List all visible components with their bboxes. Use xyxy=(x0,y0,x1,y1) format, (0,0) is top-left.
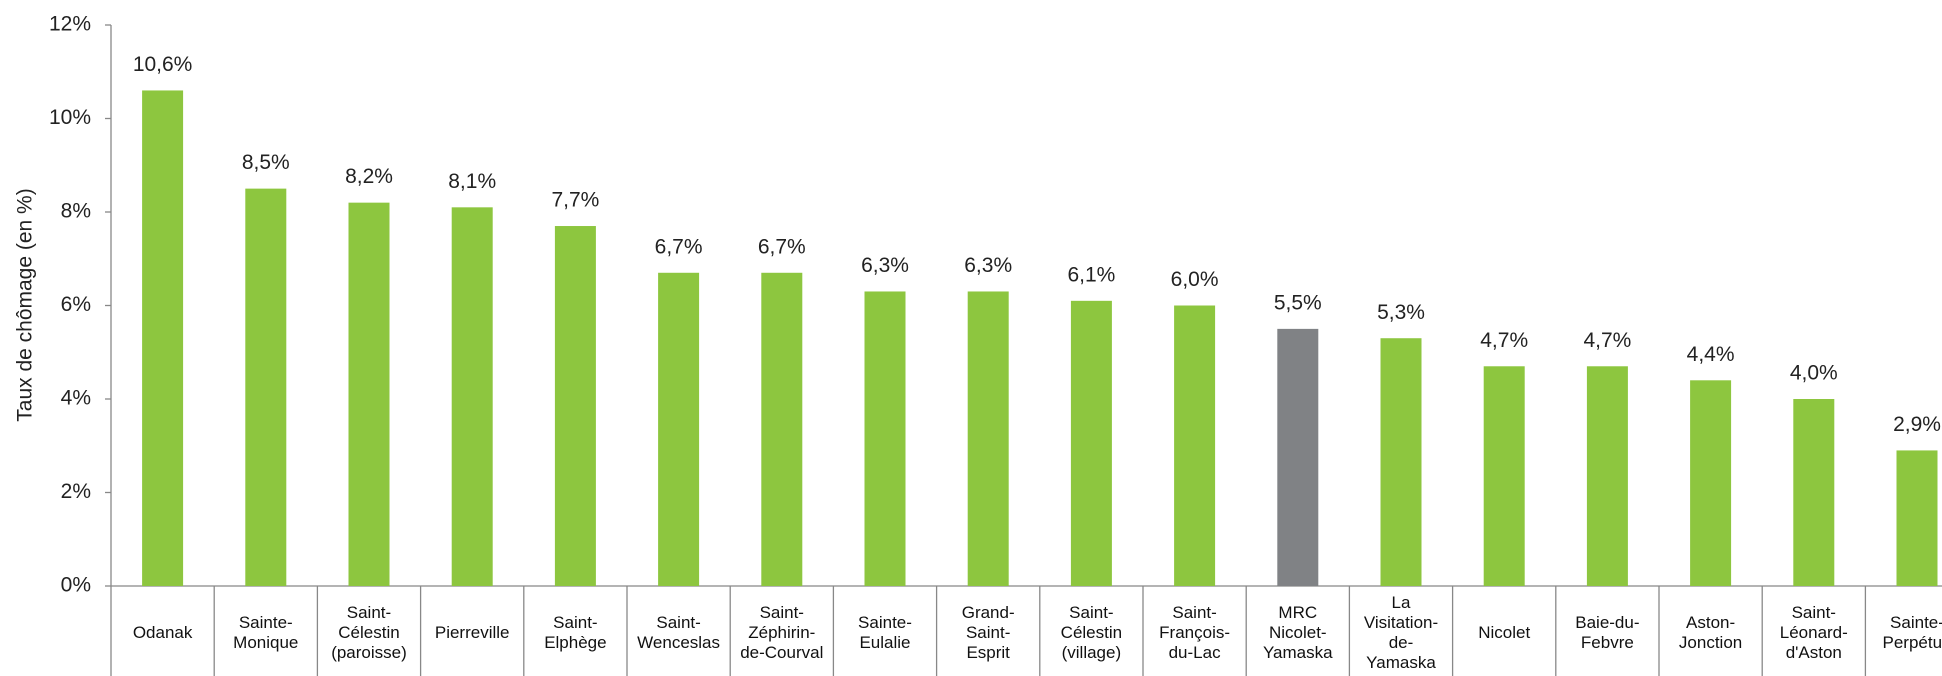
data-label: 2,9% xyxy=(1893,413,1941,436)
bar xyxy=(1483,366,1525,586)
data-label: 6,3% xyxy=(861,254,909,277)
y-tick-label: 2% xyxy=(61,480,91,503)
y-tick-label: 10% xyxy=(49,106,91,129)
bar xyxy=(1070,300,1112,586)
y-tick-label: 12% xyxy=(49,13,91,36)
data-label: 4,7% xyxy=(1583,329,1631,352)
x-tick-label: Sainte- Perpétue xyxy=(1882,612,1942,652)
data-label: 6,7% xyxy=(758,235,806,258)
data-label: 8,1% xyxy=(448,170,496,193)
data-label: 4,7% xyxy=(1480,329,1528,352)
bar xyxy=(1896,450,1938,586)
bar xyxy=(245,188,287,586)
bar xyxy=(1690,380,1732,586)
data-label: 8,5% xyxy=(242,151,290,174)
x-tick-label: Aston- Jonction xyxy=(1678,612,1743,652)
bar xyxy=(864,291,906,586)
x-tick-label: Pierreville xyxy=(434,622,510,642)
data-label: 4,4% xyxy=(1687,343,1735,366)
bar xyxy=(761,272,803,586)
x-tick-label: Grand- Saint- Esprit xyxy=(961,602,1015,663)
x-tick-label: Sainte- Eulalie xyxy=(858,612,912,652)
data-label: 6,0% xyxy=(1171,268,1219,291)
data-label: 6,7% xyxy=(655,235,703,258)
x-tick-label: Saint- Léonard- d'Aston xyxy=(1779,602,1848,663)
data-label: 6,3% xyxy=(964,254,1012,277)
data-label: 4,0% xyxy=(1790,362,1838,385)
y-tick-label: 4% xyxy=(61,387,91,410)
data-label: 8,2% xyxy=(345,165,393,188)
y-tick-label: 8% xyxy=(61,200,91,223)
bar xyxy=(1277,328,1319,586)
bar xyxy=(1586,366,1628,586)
data-label: 7,7% xyxy=(551,189,599,212)
y-axis-title: Taux de chômage (en %) xyxy=(14,188,37,421)
data-label: 6,1% xyxy=(1067,263,1115,286)
y-tick-label: 0% xyxy=(61,574,91,597)
bar xyxy=(1174,305,1216,586)
x-tick-label: Saint- Célestin (paroisse) xyxy=(331,602,407,663)
bar xyxy=(348,202,390,586)
bar xyxy=(451,207,493,586)
data-label: 5,5% xyxy=(1274,291,1322,314)
data-label: 10,6% xyxy=(133,53,193,76)
x-tick-label: Saint- Elphège xyxy=(544,612,607,652)
x-tick-label: Saint- Célestin (village) xyxy=(1060,602,1123,663)
bar xyxy=(554,226,596,586)
x-tick-label: La Visitation- de- Yamaska xyxy=(1363,592,1439,673)
x-tick-label: Saint- Zéphirin- de-Courval xyxy=(740,602,824,663)
x-tick-label: Saint- François- du-Lac xyxy=(1159,602,1231,663)
bar xyxy=(658,272,700,586)
bar xyxy=(1380,338,1422,586)
x-tick-label: Saint- Wenceslas xyxy=(637,612,721,652)
x-tick-label: MRC Nicolet- Yamaska xyxy=(1262,602,1333,663)
x-tick-label: Baie-du- Febvre xyxy=(1575,612,1640,652)
y-tick-label: 6% xyxy=(61,293,91,316)
x-tick-label: Sainte- Monique xyxy=(233,612,299,652)
bar xyxy=(142,90,184,586)
data-label: 5,3% xyxy=(1377,301,1425,324)
x-tick-label: Odanak xyxy=(132,622,193,642)
x-tick-label: Nicolet xyxy=(1478,622,1531,642)
bar xyxy=(967,291,1009,586)
bar xyxy=(1793,399,1835,586)
